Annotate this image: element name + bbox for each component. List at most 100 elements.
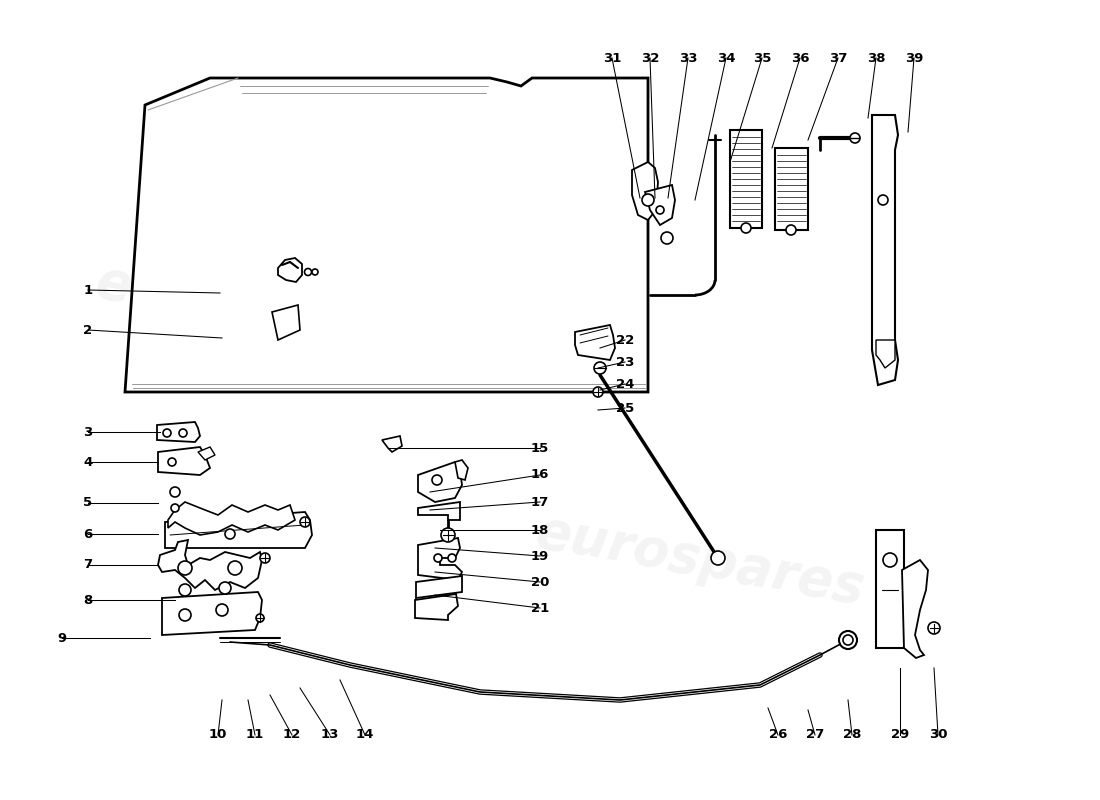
Circle shape [661,232,673,244]
Circle shape [434,554,442,562]
Text: 34: 34 [717,51,735,65]
Polygon shape [416,576,462,598]
Text: 36: 36 [791,51,810,65]
Circle shape [228,561,242,575]
Text: 28: 28 [843,729,861,742]
Circle shape [256,614,264,622]
Polygon shape [158,447,210,475]
Text: 35: 35 [752,51,771,65]
Text: 24: 24 [616,378,635,390]
Text: 8: 8 [84,594,92,606]
Circle shape [179,584,191,596]
Text: 4: 4 [84,455,92,469]
Circle shape [928,622,940,634]
Polygon shape [418,538,462,580]
Polygon shape [645,185,675,225]
Polygon shape [876,340,895,368]
Text: 7: 7 [84,558,92,571]
Text: 3: 3 [84,426,92,438]
Text: eurospares: eurospares [91,255,429,365]
Text: 38: 38 [867,51,886,65]
Text: 6: 6 [84,527,92,541]
Text: 14: 14 [355,729,374,742]
Text: 1: 1 [84,283,92,297]
Circle shape [179,609,191,621]
Text: 30: 30 [928,729,947,742]
Circle shape [741,223,751,233]
Circle shape [843,635,852,645]
Text: 11: 11 [246,729,264,742]
Circle shape [883,553,896,567]
Text: eurospares: eurospares [531,506,869,614]
Polygon shape [872,115,898,385]
Circle shape [839,631,857,649]
Text: 31: 31 [603,51,622,65]
Text: 19: 19 [531,550,549,562]
Polygon shape [876,530,904,648]
Circle shape [226,529,235,539]
Text: 22: 22 [616,334,634,346]
Circle shape [216,604,228,616]
Text: 15: 15 [531,442,549,454]
Text: 2: 2 [84,323,92,337]
Polygon shape [382,436,402,452]
Circle shape [448,554,456,562]
Polygon shape [168,502,295,535]
Polygon shape [165,512,312,548]
Circle shape [642,194,654,206]
Text: 10: 10 [209,729,228,742]
Text: 37: 37 [828,51,847,65]
Polygon shape [418,502,460,520]
Circle shape [878,195,888,205]
Text: 39: 39 [905,51,923,65]
Text: 33: 33 [679,51,697,65]
Polygon shape [776,148,808,230]
Polygon shape [632,162,658,220]
Polygon shape [418,462,462,502]
Circle shape [305,269,311,275]
Text: 5: 5 [84,497,92,510]
Circle shape [432,475,442,485]
Polygon shape [125,78,648,392]
Circle shape [260,553,270,563]
Text: 26: 26 [769,729,788,742]
Circle shape [170,504,179,512]
Circle shape [711,551,725,565]
Polygon shape [272,305,300,340]
Text: 17: 17 [531,495,549,509]
Text: 32: 32 [641,51,659,65]
Text: 25: 25 [616,402,634,414]
Polygon shape [902,560,928,658]
Polygon shape [575,325,615,360]
Circle shape [786,225,796,235]
Polygon shape [278,258,303,282]
Text: 23: 23 [616,355,635,369]
Polygon shape [415,594,458,620]
Circle shape [441,528,455,542]
Circle shape [300,517,310,527]
Circle shape [168,458,176,466]
Circle shape [163,429,170,437]
Polygon shape [157,422,200,442]
Text: 20: 20 [531,575,549,589]
Polygon shape [455,460,468,480]
Polygon shape [158,540,262,590]
Circle shape [656,206,664,214]
Circle shape [179,429,187,437]
Text: 16: 16 [531,469,549,482]
Polygon shape [198,447,214,460]
Text: 12: 12 [283,729,301,742]
Text: 21: 21 [531,602,549,614]
Text: 13: 13 [321,729,339,742]
Text: 18: 18 [531,523,549,537]
Text: 27: 27 [806,729,824,742]
Polygon shape [162,592,262,635]
Circle shape [170,487,180,497]
Circle shape [178,561,192,575]
Circle shape [219,582,231,594]
Polygon shape [730,130,762,228]
Circle shape [312,269,318,275]
Circle shape [850,133,860,143]
Text: 9: 9 [57,631,67,645]
Circle shape [593,387,603,397]
